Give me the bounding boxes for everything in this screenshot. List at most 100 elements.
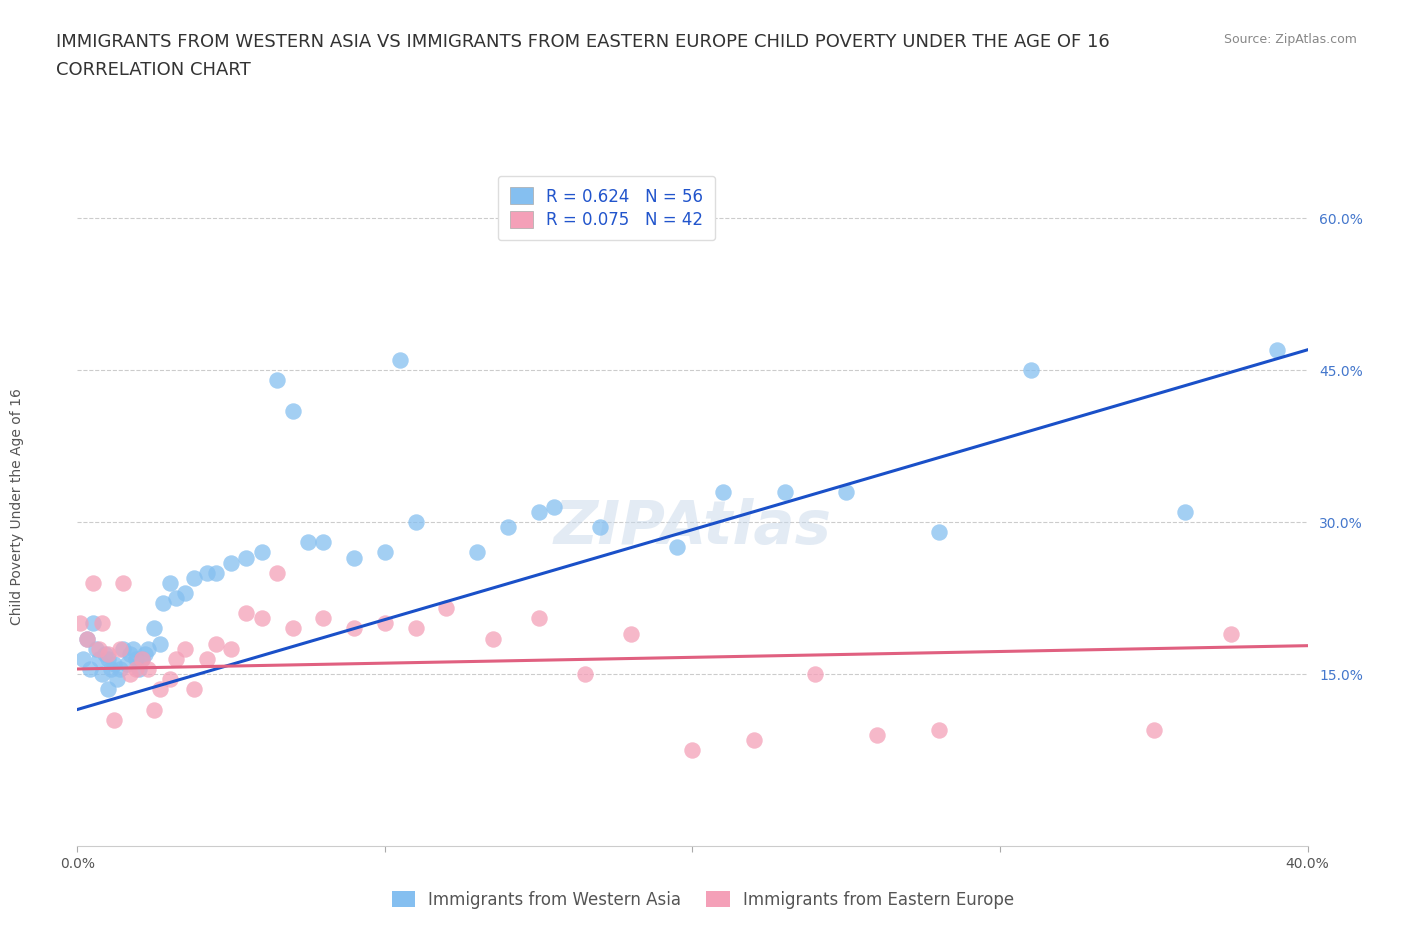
Point: [72, 651, 94, 666]
Point: [97, 682, 120, 697]
Point: [183, 682, 205, 697]
Point: [136, 642, 159, 657]
Point: [90, 667, 114, 682]
Text: ZIPAtlas: ZIPAtlas: [554, 498, 831, 557]
Point: [125, 661, 148, 676]
Point: [136, 661, 159, 676]
Point: [343, 550, 366, 565]
Point: [112, 576, 135, 591]
Point: [195, 565, 218, 580]
Point: [90, 616, 114, 631]
Point: [149, 636, 172, 651]
Point: [84, 642, 107, 657]
Point: [527, 611, 550, 626]
Point: [866, 727, 889, 742]
Point: [1019, 363, 1042, 378]
Legend: R = 0.624   N = 56, R = 0.075   N = 42: R = 0.624 N = 56, R = 0.075 N = 42: [498, 176, 714, 240]
Point: [835, 485, 858, 499]
Point: [620, 626, 643, 641]
Point: [543, 499, 565, 514]
Point: [405, 621, 427, 636]
Point: [195, 651, 218, 666]
Point: [143, 702, 166, 717]
Point: [87, 651, 110, 666]
Point: [465, 545, 488, 560]
Text: IMMIGRANTS FROM WESTERN ASIA VS IMMIGRANTS FROM EASTERN EUROPE CHILD POVERTY UND: IMMIGRANTS FROM WESTERN ASIA VS IMMIGRAN…: [56, 33, 1109, 50]
Point: [100, 661, 122, 676]
Point: [1143, 723, 1166, 737]
Point: [804, 667, 827, 682]
Point: [128, 661, 150, 676]
Point: [928, 525, 950, 539]
Point: [312, 535, 335, 550]
Point: [97, 646, 120, 661]
Point: [118, 646, 141, 661]
Point: [281, 621, 304, 636]
Text: Source: ZipAtlas.com: Source: ZipAtlas.com: [1223, 33, 1357, 46]
Point: [82, 616, 104, 631]
Point: [105, 671, 128, 686]
Point: [82, 576, 104, 591]
Point: [405, 514, 427, 529]
Point: [742, 733, 765, 748]
Point: [94, 646, 117, 661]
Point: [165, 651, 187, 666]
Point: [266, 565, 288, 580]
Point: [374, 616, 396, 631]
Point: [481, 631, 503, 646]
Point: [666, 540, 689, 555]
Point: [121, 642, 143, 657]
Point: [281, 403, 304, 418]
Point: [250, 545, 273, 560]
Point: [250, 611, 273, 626]
Point: [69, 616, 91, 631]
Point: [1174, 504, 1197, 519]
Point: [174, 586, 197, 601]
Point: [711, 485, 734, 499]
Point: [87, 642, 110, 657]
Point: [165, 591, 187, 605]
Point: [204, 636, 226, 651]
Point: [266, 373, 288, 388]
Point: [152, 596, 174, 611]
Point: [589, 520, 612, 535]
Point: [496, 520, 519, 535]
Text: CORRELATION CHART: CORRELATION CHART: [56, 61, 252, 79]
Point: [183, 570, 205, 585]
Point: [1265, 342, 1288, 357]
Point: [112, 642, 135, 657]
Point: [79, 661, 101, 676]
Point: [682, 742, 704, 757]
Point: [76, 631, 98, 646]
Point: [235, 605, 257, 620]
Point: [312, 611, 335, 626]
Point: [374, 545, 396, 560]
Legend: Immigrants from Western Asia, Immigrants from Eastern Europe: Immigrants from Western Asia, Immigrants…: [384, 883, 1022, 917]
Point: [125, 651, 148, 666]
Point: [219, 555, 242, 570]
Point: [527, 504, 550, 519]
Point: [343, 621, 366, 636]
Point: [110, 661, 132, 676]
Point: [131, 651, 153, 666]
Point: [97, 651, 120, 666]
Point: [159, 576, 181, 591]
Point: [928, 723, 950, 737]
Point: [159, 671, 181, 686]
Point: [118, 667, 141, 682]
Point: [110, 642, 132, 657]
Point: [219, 642, 242, 657]
Point: [103, 712, 125, 727]
Point: [773, 485, 796, 499]
Point: [134, 646, 156, 661]
Point: [235, 550, 257, 565]
Point: [297, 535, 319, 550]
Point: [204, 565, 226, 580]
Point: [436, 601, 458, 616]
Text: Child Poverty Under the Age of 16: Child Poverty Under the Age of 16: [10, 389, 24, 625]
Point: [115, 657, 138, 671]
Point: [149, 682, 172, 697]
Point: [389, 352, 412, 367]
Point: [174, 642, 197, 657]
Point: [1219, 626, 1241, 641]
